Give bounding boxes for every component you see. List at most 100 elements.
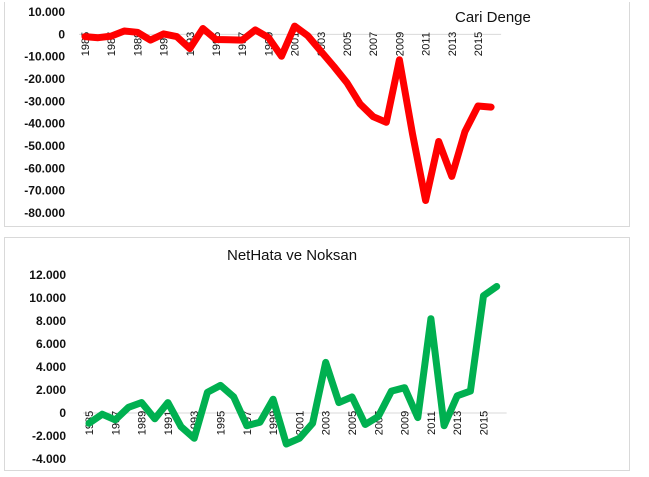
x-tick-label: 2005 — [342, 32, 354, 56]
data-point — [489, 105, 494, 110]
data-point — [152, 416, 157, 421]
data-point — [436, 139, 441, 144]
y-tick-label: 0 — [58, 27, 65, 41]
data-point — [358, 102, 363, 107]
x-tick-label: 2013 — [447, 32, 459, 56]
y-tick-label: 10.000 — [28, 5, 65, 19]
data-point — [279, 54, 284, 59]
data-point — [135, 30, 140, 35]
data-point — [240, 38, 245, 43]
data-point — [455, 393, 460, 398]
data-point — [231, 394, 236, 399]
data-point — [214, 37, 218, 42]
data-point — [389, 389, 394, 394]
chart-cari-denge: Cari Denge 10.000 0 -10.000 -20.000 -30.000 -… — [24, 5, 531, 220]
y-tick-label: -70.000 — [24, 184, 65, 198]
data-point — [266, 35, 271, 40]
y-tick-label: -40.000 — [24, 117, 65, 131]
data-point — [494, 284, 499, 289]
data-point — [205, 390, 210, 395]
data-point — [350, 394, 354, 399]
data-point — [161, 31, 166, 36]
chart-net-hata-ve-noksan: NetHata ve Noksan 12.000 10.000 8.000 6.000… — [29, 247, 507, 466]
y-tick-label: 4.000 — [36, 360, 66, 374]
data-point — [83, 34, 87, 39]
data-point — [336, 400, 341, 405]
data-point — [428, 316, 433, 321]
series-line — [81, 22, 495, 204]
data-point — [179, 424, 184, 429]
data-point — [331, 64, 336, 69]
data-point — [253, 27, 258, 32]
x-tick-label: 2015 — [479, 411, 491, 435]
x-tick-label: 2011 — [421, 32, 433, 56]
x-tick-label: 2009 — [400, 411, 412, 435]
data-point — [87, 421, 91, 426]
y-tick-label: -4.000 — [32, 452, 66, 466]
x-tick-label: 2009 — [394, 32, 406, 56]
data-point — [122, 28, 127, 33]
data-point — [165, 400, 170, 405]
y-tick-label: -10.000 — [24, 50, 65, 64]
data-point — [218, 383, 223, 388]
data-point — [384, 120, 389, 125]
data-point — [468, 389, 473, 394]
y-tick-label: 8.000 — [36, 314, 66, 328]
x-tick-label: 1989 — [137, 411, 149, 435]
data-point — [174, 34, 179, 39]
data-point — [371, 114, 376, 119]
x-tick-label: 2015 — [473, 32, 485, 56]
chart-title: NetHata ve Noksan — [227, 247, 357, 264]
data-point — [257, 420, 262, 425]
x-tick-label: 2011 — [426, 411, 438, 435]
data-point — [449, 174, 454, 179]
series-line — [85, 283, 501, 448]
y-tick-label: -2.000 — [32, 429, 66, 443]
data-point — [402, 385, 407, 390]
data-point — [476, 104, 480, 109]
data-point — [376, 414, 381, 419]
y-tick-label: -60.000 — [24, 161, 65, 175]
data-point — [292, 24, 297, 29]
x-tick-label: 2003 — [321, 411, 333, 435]
data-point — [148, 38, 153, 43]
chart-panel-cari-denge: Cari Denge 10.000 0 -10.000 -20.000 -30.000 -… — [4, 2, 630, 227]
data-point — [323, 360, 328, 365]
data-point — [271, 397, 276, 402]
x-tick-label: 1995 — [216, 411, 228, 435]
data-point — [305, 33, 310, 38]
data-point — [363, 422, 368, 427]
data-point — [109, 34, 114, 39]
y-tick-label: -30.000 — [24, 94, 65, 108]
data-point — [96, 35, 101, 40]
data-point — [192, 436, 197, 441]
y-tick-label: 2.000 — [36, 383, 66, 397]
data-point — [318, 49, 323, 54]
data-point — [442, 423, 447, 428]
y-tick-label: 6.000 — [36, 337, 66, 351]
x-tick-label: 2005 — [347, 411, 359, 435]
data-point — [244, 423, 249, 428]
x-tick-label: 2007 — [368, 32, 380, 56]
data-point — [284, 442, 289, 447]
x-tick-label: 2013 — [452, 411, 464, 435]
y-tick-label: 10.000 — [29, 291, 66, 305]
data-point — [227, 37, 232, 42]
data-point — [126, 405, 131, 410]
y-tick-label: -20.000 — [24, 72, 65, 86]
chart-title: Cari Denge — [455, 9, 531, 26]
data-point — [100, 412, 105, 417]
data-point — [423, 198, 428, 203]
data-point — [297, 436, 302, 441]
data-point — [410, 131, 415, 136]
chart-panel-net-hata: NetHata ve Noksan 12.000 10.000 8.000 6.000… — [4, 237, 630, 471]
data-point — [113, 417, 118, 422]
data-point — [200, 26, 205, 31]
data-point — [481, 293, 486, 298]
data-point — [187, 46, 192, 51]
data-point — [139, 400, 144, 405]
data-point — [310, 421, 315, 426]
y-tick-label: 12.000 — [29, 268, 66, 282]
y-tick-label: 0 — [59, 406, 66, 420]
y-tick-label: -80.000 — [24, 206, 65, 220]
